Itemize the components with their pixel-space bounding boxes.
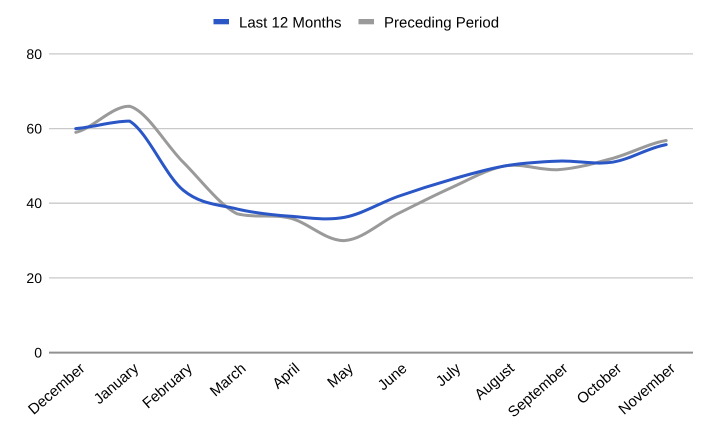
svg-text:Last 12 Months: Last 12 Months <box>239 15 342 32</box>
svg-text:20: 20 <box>26 270 42 286</box>
svg-text:0: 0 <box>34 345 42 361</box>
svg-text:40: 40 <box>26 195 42 211</box>
svg-text:60: 60 <box>26 121 42 137</box>
svg-text:80: 80 <box>26 46 42 62</box>
svg-text:Preceding Period: Preceding Period <box>384 15 499 32</box>
